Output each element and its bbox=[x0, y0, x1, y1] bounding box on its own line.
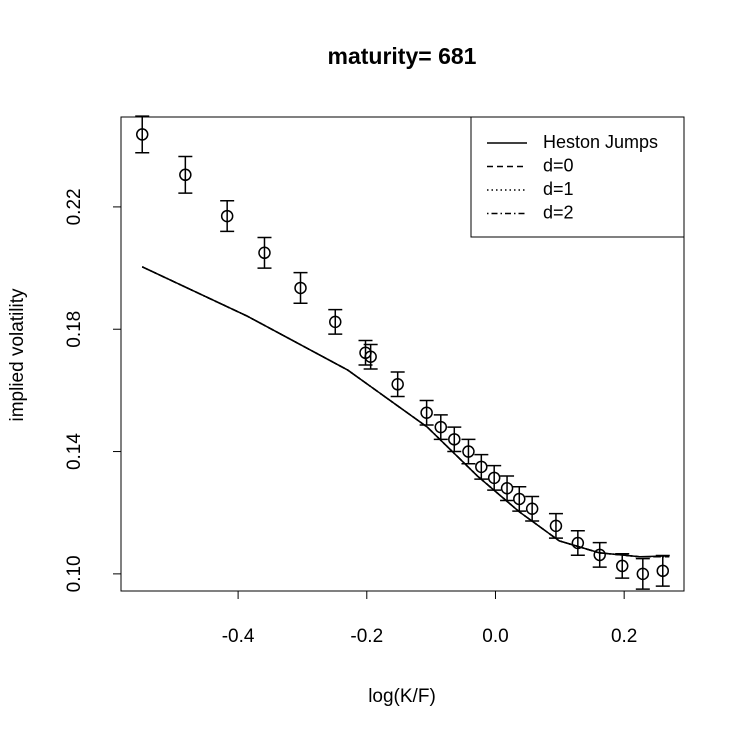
y-axis-label: implied volatility bbox=[7, 288, 28, 422]
error-bar bbox=[328, 308, 343, 335]
data-point bbox=[179, 168, 192, 182]
legend-label: d=2 bbox=[543, 202, 574, 222]
error-bar bbox=[447, 426, 462, 453]
error-bar bbox=[615, 552, 630, 579]
data-point bbox=[220, 209, 234, 223]
error-bar bbox=[474, 453, 489, 480]
y-tick-label: 0.22 bbox=[64, 188, 85, 225]
data-point bbox=[448, 433, 461, 446]
plot-frame bbox=[120, 116, 685, 592]
error-bar bbox=[500, 475, 515, 502]
data-point bbox=[329, 315, 342, 329]
series-line bbox=[141, 266, 670, 558]
legend-label: d=0 bbox=[543, 155, 574, 175]
error-bar bbox=[135, 115, 150, 154]
error-bar bbox=[363, 343, 378, 370]
x-axis-label: log(K/F) bbox=[368, 686, 436, 707]
error-bar bbox=[419, 399, 434, 426]
x-tick-label: 0.2 bbox=[611, 626, 637, 647]
data-point bbox=[135, 128, 149, 141]
data-point bbox=[500, 481, 514, 495]
x-tick-label: -0.2 bbox=[350, 626, 383, 647]
error-bar bbox=[525, 495, 540, 522]
data-point bbox=[636, 567, 650, 581]
data-point bbox=[571, 536, 585, 550]
legend-box bbox=[470, 116, 685, 238]
error-bar bbox=[592, 541, 607, 568]
data-point bbox=[364, 350, 377, 364]
legend-label: Heston Jumps bbox=[543, 132, 658, 152]
error-bar bbox=[655, 554, 670, 587]
error-bar bbox=[487, 464, 502, 491]
y-tick-label: 0.18 bbox=[64, 311, 85, 348]
y-tick-label: 0.14 bbox=[64, 433, 85, 470]
error-bar bbox=[220, 200, 235, 233]
data-point bbox=[462, 445, 475, 458]
data-point bbox=[549, 519, 563, 533]
error-bar bbox=[293, 271, 308, 304]
data-point bbox=[513, 492, 526, 506]
error-bar bbox=[257, 236, 272, 269]
data-point bbox=[656, 564, 670, 578]
data-point bbox=[487, 471, 501, 485]
data-point bbox=[434, 420, 448, 434]
data-point bbox=[391, 378, 404, 391]
error-bar bbox=[548, 512, 563, 539]
error-bar bbox=[390, 371, 405, 398]
data-point bbox=[258, 246, 271, 260]
error-bar bbox=[635, 557, 650, 590]
chart-title: maturity= 681 bbox=[328, 43, 477, 69]
data-point bbox=[525, 502, 539, 515]
error-bar bbox=[461, 438, 476, 465]
legend-label: d=1 bbox=[543, 179, 574, 199]
data-point bbox=[593, 548, 606, 562]
data-point bbox=[475, 460, 488, 474]
data-point bbox=[615, 559, 629, 573]
series-line bbox=[141, 266, 670, 558]
x-tick-label: -0.4 bbox=[222, 626, 255, 647]
error-bar bbox=[512, 485, 527, 512]
data-point bbox=[294, 281, 307, 295]
error-bar bbox=[178, 155, 193, 194]
x-tick-label: 0.0 bbox=[482, 626, 508, 647]
y-tick-label: 0.10 bbox=[64, 555, 85, 592]
data-point bbox=[420, 406, 433, 419]
error-bar bbox=[570, 530, 585, 556]
error-bar bbox=[433, 414, 448, 441]
